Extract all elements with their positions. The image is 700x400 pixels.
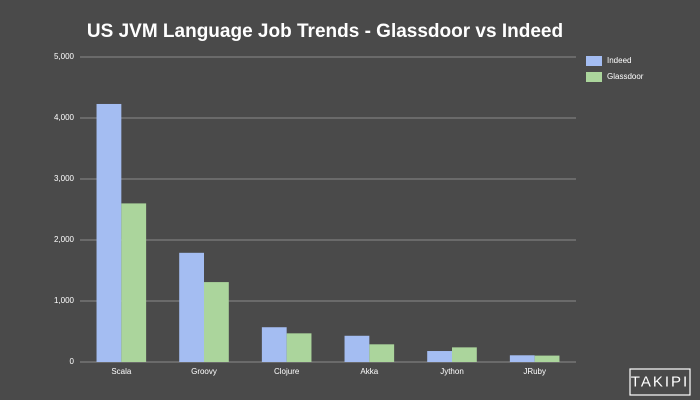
bar (204, 282, 229, 362)
legend-label: Indeed (607, 56, 631, 65)
y-tick-label: 1,000 (54, 296, 75, 305)
bar (121, 203, 147, 362)
bar (344, 335, 370, 362)
watermark-box (629, 368, 691, 396)
bar (427, 351, 452, 362)
bar (261, 327, 287, 362)
x-tick-label: Akka (360, 367, 378, 376)
x-tick-label: Groovy (191, 367, 217, 376)
x-tick-label: JRuby (523, 367, 546, 376)
bar (369, 344, 395, 362)
bar (509, 355, 535, 362)
y-tick-label: 4,000 (54, 113, 75, 122)
y-tick-label: 5,000 (54, 52, 75, 61)
bar (534, 355, 560, 362)
y-tick-label: 3,000 (54, 174, 75, 183)
legend-swatch (586, 72, 602, 82)
bar (452, 347, 477, 362)
bar (179, 252, 204, 362)
y-tick-label: 0 (70, 357, 75, 366)
x-tick-label: Clojure (274, 367, 300, 376)
watermark: TAKIPI (631, 373, 689, 390)
x-tick-label: Scala (111, 367, 132, 376)
legend-label: Glassdoor (607, 72, 644, 81)
chart-title: US JVM Language Job Trends - Glassdoor v… (87, 21, 563, 42)
bar (96, 103, 122, 362)
x-tick-label: Jython (440, 367, 464, 376)
legend-swatch (586, 56, 602, 66)
y-tick-label: 2,000 (54, 235, 75, 244)
bar (286, 333, 312, 362)
